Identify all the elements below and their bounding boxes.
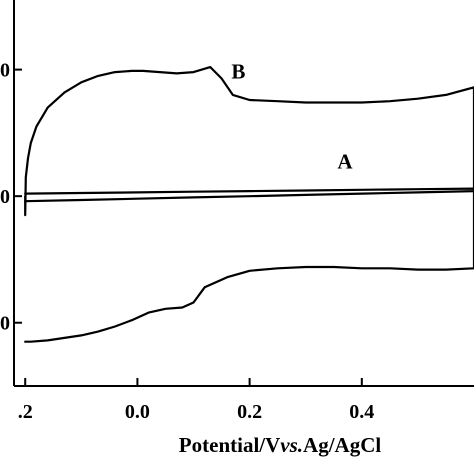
curve-label-a: A <box>337 149 353 173</box>
x-tick-label: 0.0 <box>125 401 150 423</box>
series-layer <box>24 66 474 343</box>
x-tick-label: .2 <box>18 401 33 423</box>
y-tick-label: 0 <box>0 60 10 82</box>
axes <box>13 0 474 387</box>
labels: BA <box>231 59 353 173</box>
curve-label-b: B <box>231 59 245 83</box>
x-tick-label: 0.4 <box>349 401 374 423</box>
y-tick-label: 0 <box>0 186 10 208</box>
ticks: .2 0.0 0.2 0.4 0 0 0 <box>0 60 374 423</box>
curve-a <box>24 187 474 203</box>
x-axis-title: Potential/Vvs.Ag/AgCl <box>179 433 382 457</box>
y-tick-label: 0 <box>0 313 10 335</box>
x-tick-label: 0.2 <box>237 401 262 423</box>
curve-b <box>24 66 474 343</box>
